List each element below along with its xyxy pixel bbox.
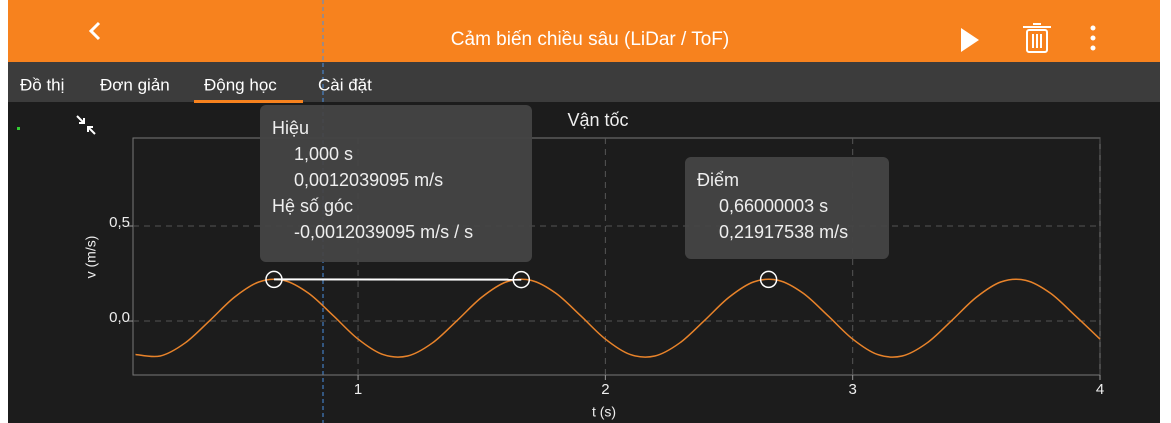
y-tick-label: 0,5 bbox=[109, 214, 130, 231]
data-line bbox=[135, 278, 1101, 358]
popup-line: 1,000 s bbox=[294, 144, 353, 164]
menu-button[interactable] bbox=[1090, 25, 1096, 51]
status-dot bbox=[17, 127, 20, 130]
collapse-button[interactable] bbox=[76, 115, 96, 135]
back-button[interactable] bbox=[88, 21, 101, 41]
popup-line: Hiệu bbox=[272, 118, 309, 138]
popup-line: 0,0012039095 m/s bbox=[294, 170, 443, 190]
plot-frame bbox=[132, 137, 1101, 376]
tab[interactable]: Cài đặt bbox=[318, 75, 372, 94]
play-button[interactable] bbox=[961, 28, 979, 52]
x-tick-label: 1 bbox=[354, 381, 362, 398]
x-axis-label: t (s) bbox=[592, 404, 616, 420]
delete-button[interactable] bbox=[1023, 23, 1051, 53]
popup-line: Hệ số góc bbox=[272, 196, 353, 216]
tab[interactable]: Đồ thị bbox=[20, 75, 64, 94]
x-tick-label: 2 bbox=[601, 381, 609, 398]
marker bbox=[265, 270, 283, 289]
chart-title: Vận tốc bbox=[567, 110, 628, 130]
y-tick-label: 0,0 bbox=[109, 309, 130, 326]
marker bbox=[512, 270, 531, 289]
x-tick-label: 3 bbox=[849, 381, 857, 398]
popup-line: 0,21917538 m/s bbox=[719, 222, 848, 242]
x-tick-label: 4 bbox=[1096, 381, 1104, 398]
marker bbox=[759, 270, 778, 289]
app-title: Cảm biến chiều sâu (LiDar / ToF) bbox=[451, 29, 729, 50]
tab-indicator bbox=[194, 100, 303, 103]
tab[interactable]: Động học bbox=[204, 75, 277, 94]
popup-line: 0,66000003 s bbox=[719, 196, 828, 216]
tab-bar bbox=[8, 62, 1160, 102]
popup-line: -0,0012039095 m/s / s bbox=[294, 222, 473, 242]
popup bbox=[260, 105, 532, 262]
popup-line: Điểm bbox=[697, 170, 739, 190]
y-axis-label: v (m/s) bbox=[83, 236, 99, 279]
app-bar bbox=[8, 0, 1160, 62]
popup bbox=[685, 157, 889, 259]
tab[interactable]: Đơn giản bbox=[100, 75, 170, 94]
